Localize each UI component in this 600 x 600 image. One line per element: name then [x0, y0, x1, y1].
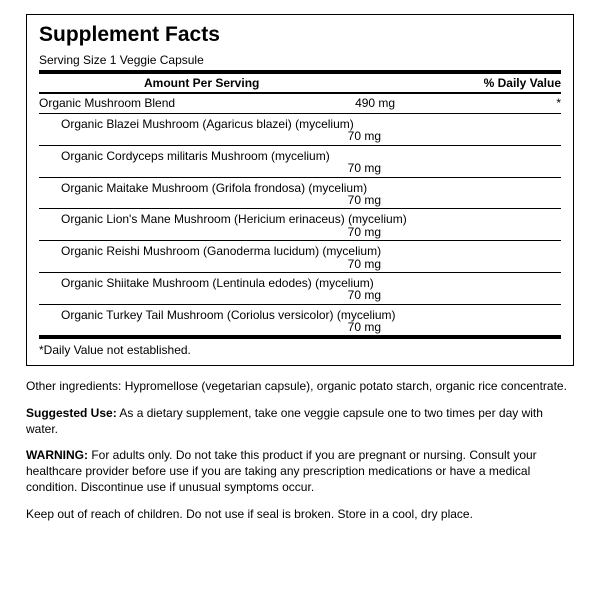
- ingredient-row: Organic Blazei Mushroom (Agaricus blazei…: [39, 113, 561, 145]
- below-panel: Other ingredients: Hypromellose (vegetar…: [26, 378, 574, 521]
- blend-dv: *: [556, 96, 561, 110]
- ingredient-amount: 70 mg: [61, 257, 561, 271]
- blend-row: Organic Mushroom Blend 490 mg *: [39, 94, 561, 113]
- header-amount: Amount Per Serving: [144, 76, 259, 90]
- ingredient-row: Organic Cordyceps militaris Mushroom (my…: [39, 145, 561, 177]
- storage: Keep out of reach of children. Do not us…: [26, 506, 574, 522]
- warn-label: WARNING:: [26, 448, 88, 462]
- ingredient-amount: 70 mg: [61, 129, 561, 143]
- header-row: Amount Per Serving % Daily Value: [39, 74, 561, 94]
- blend-amount: 490 mg: [355, 96, 395, 110]
- other-ingredients: Other ingredients: Hypromellose (vegetar…: [26, 378, 574, 394]
- dv-note: *Daily Value not established.: [39, 335, 561, 359]
- facts-panel: Supplement Facts Serving Size 1 Veggie C…: [26, 14, 574, 366]
- ingredient-row: Organic Shiitake Mushroom (Lentinula edo…: [39, 272, 561, 304]
- other-text: Hypromellose (vegetarian capsule), organ…: [125, 379, 567, 393]
- use-label: Suggested Use:: [26, 406, 117, 420]
- serving-size: Serving Size 1 Veggie Capsule: [39, 53, 561, 67]
- other-label: Other ingredients:: [26, 379, 125, 393]
- ingredient-amount: 70 mg: [61, 193, 561, 207]
- ingredient-amount: 70 mg: [61, 161, 561, 175]
- ingredient-amount: 70 mg: [61, 225, 561, 239]
- ingredient-row: Organic Turkey Tail Mushroom (Coriolus v…: [39, 304, 561, 336]
- ingredient-row: Organic Reishi Mushroom (Ganoderma lucid…: [39, 240, 561, 272]
- ingredient-row: Organic Maitake Mushroom (Grifola frondo…: [39, 177, 561, 209]
- header-dv: % Daily Value: [484, 76, 561, 90]
- ingredient-amount: 70 mg: [61, 320, 561, 334]
- ingredient-row: Organic Lion's Mane Mushroom (Hericium e…: [39, 208, 561, 240]
- warning: WARNING: For adults only. Do not take th…: [26, 447, 574, 496]
- suggested-use: Suggested Use: As a dietary supplement, …: [26, 405, 574, 437]
- ingredient-list: Organic Blazei Mushroom (Agaricus blazei…: [39, 113, 561, 335]
- warn-text: For adults only. Do not take this produc…: [26, 448, 537, 494]
- blend-name: Organic Mushroom Blend: [39, 96, 175, 110]
- panel-title: Supplement Facts: [39, 23, 561, 47]
- ingredient-amount: 70 mg: [61, 288, 561, 302]
